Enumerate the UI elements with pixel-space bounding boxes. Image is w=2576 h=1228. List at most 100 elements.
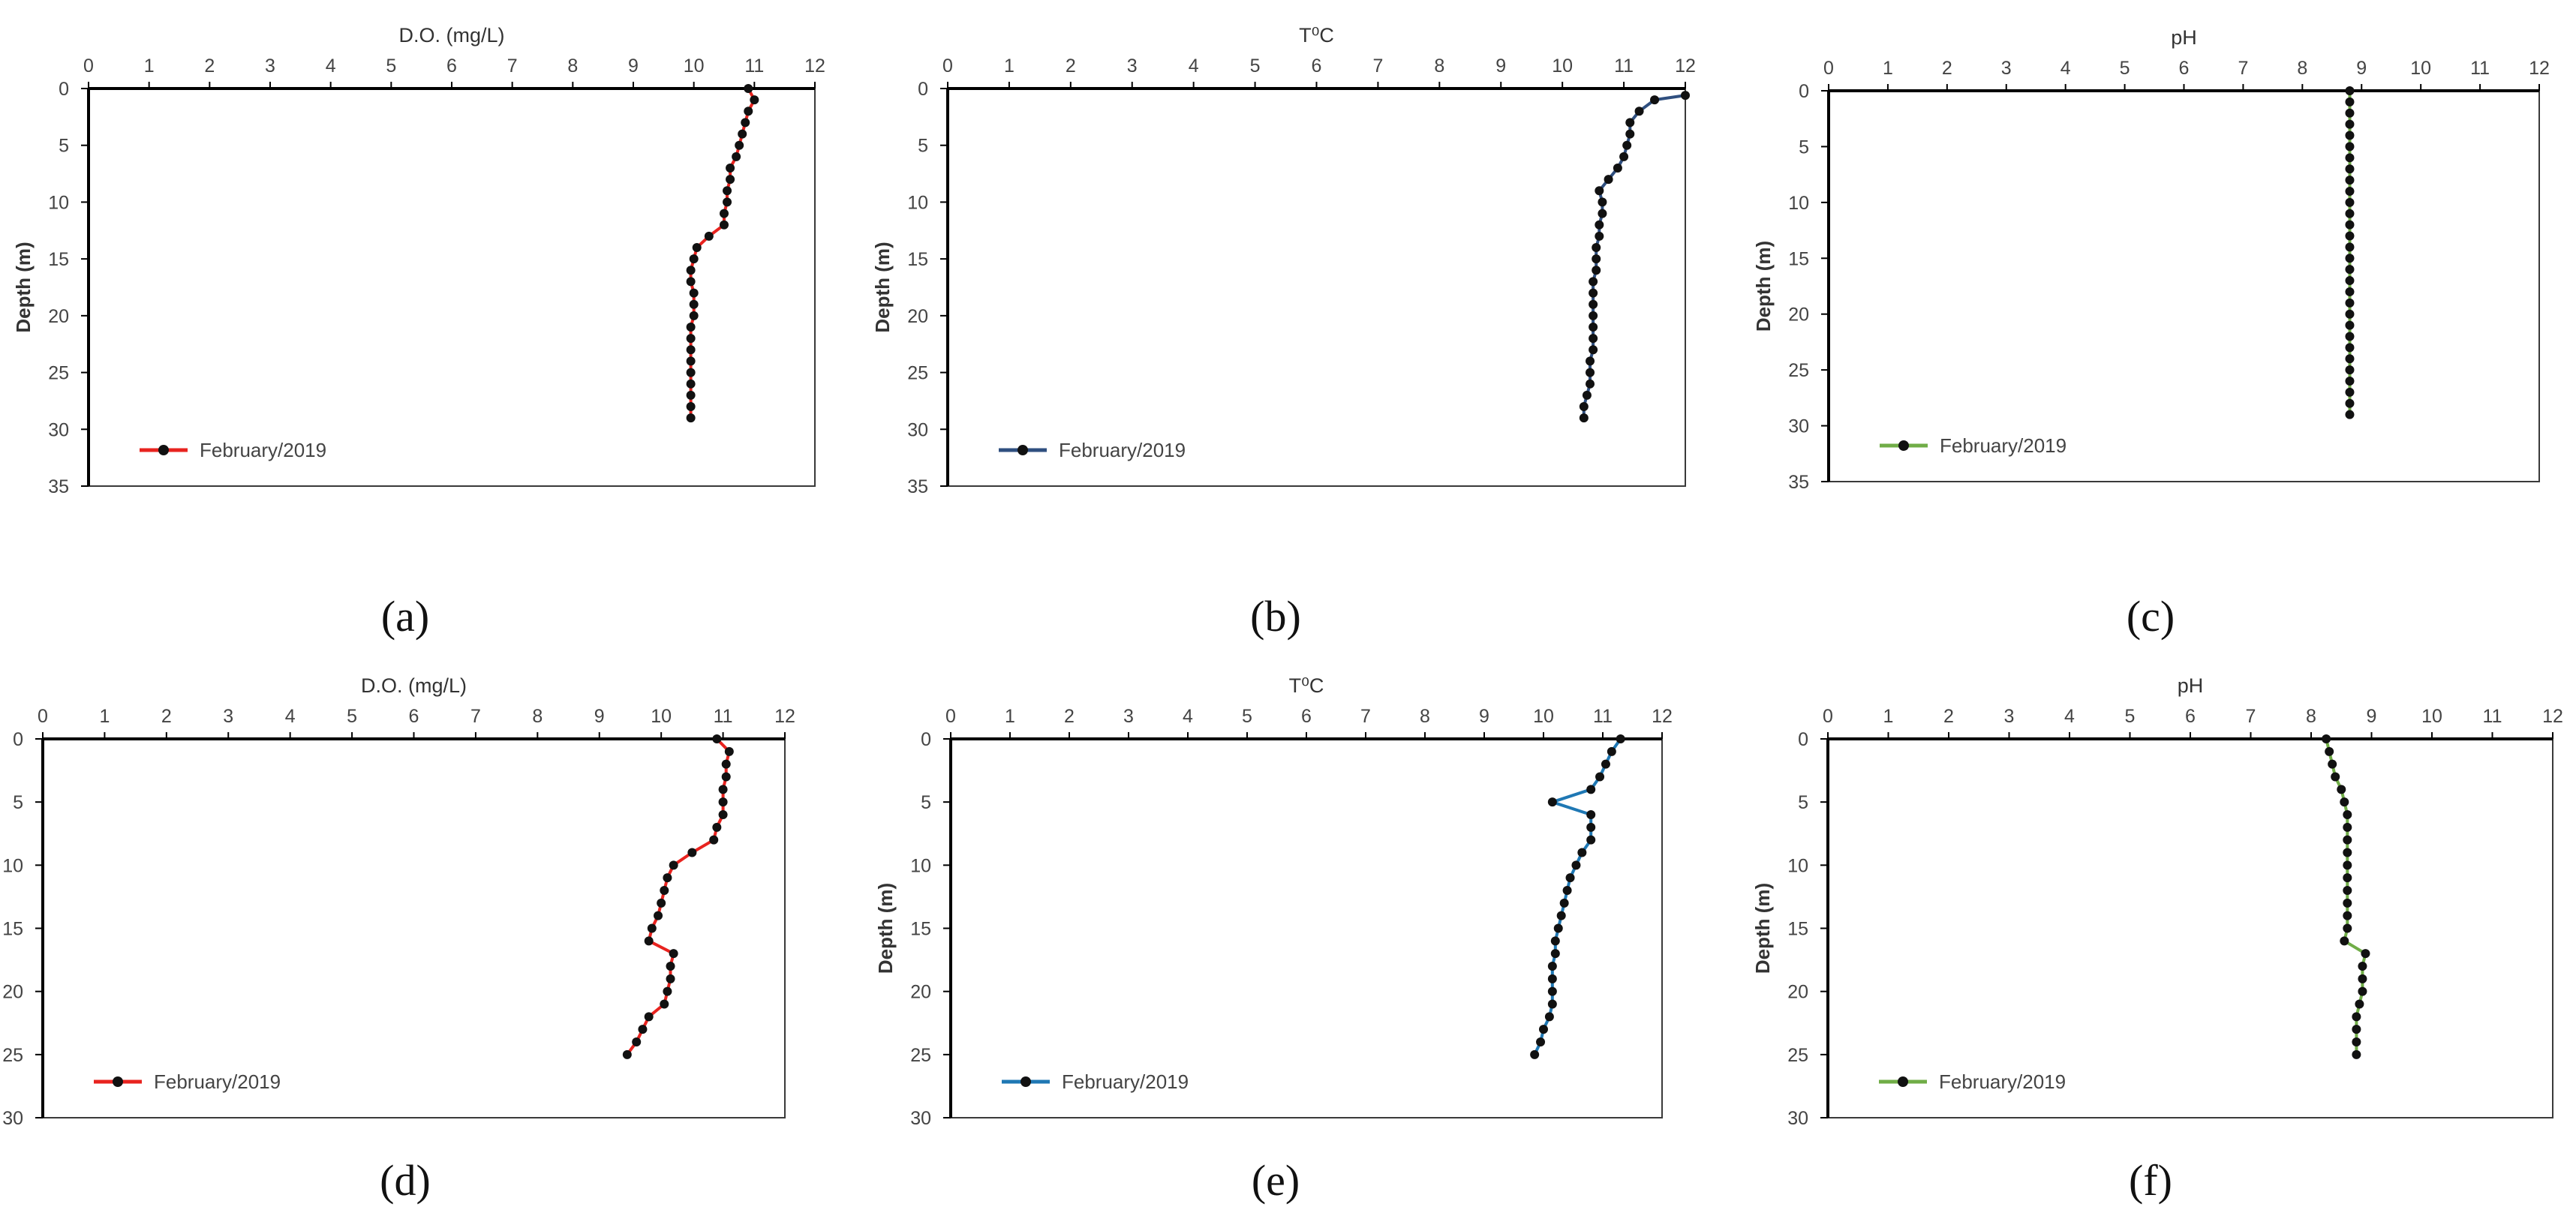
y-tick-label: 10 <box>2 855 23 876</box>
data-point <box>1598 197 1607 207</box>
data-point <box>669 949 678 959</box>
data-point <box>1589 311 1598 320</box>
legend-label: February/2019 <box>1062 1070 1189 1093</box>
y-tick-label: 5 <box>921 792 931 813</box>
data-point <box>1550 936 1560 946</box>
data-point <box>2345 343 2355 353</box>
x-tick-label: 0 <box>1823 58 1834 79</box>
data-point <box>2340 797 2349 807</box>
x-tick-label: 3 <box>2001 58 2012 79</box>
data-point <box>2343 835 2352 845</box>
data-point <box>2345 231 2355 241</box>
data-point <box>654 911 663 920</box>
data-point <box>2343 911 2352 920</box>
x-tick-label: 5 <box>1250 56 1261 77</box>
y-tick-label: 5 <box>918 136 928 157</box>
data-point <box>686 379 696 389</box>
y-axis-label: Depth (m) <box>1752 241 1775 332</box>
data-point <box>1539 1025 1548 1034</box>
y-axis-label: Depth (m) <box>12 242 35 332</box>
x-tick-label: 1 <box>1004 56 1014 77</box>
data-point <box>666 962 675 971</box>
x-tick-label: 7 <box>2238 58 2248 79</box>
x-tick-label: 6 <box>409 706 419 727</box>
x-tick-label: 5 <box>2125 706 2136 727</box>
y-tick-label: 10 <box>910 855 931 876</box>
x-tick-label: 8 <box>567 56 578 77</box>
x-tick-label: 7 <box>1372 56 1383 77</box>
x-tick-label: 1 <box>144 56 155 77</box>
legend-label: February/2019 <box>1940 434 2067 457</box>
x-tick-label: 4 <box>1189 56 1199 77</box>
data-point <box>741 118 750 128</box>
data-point <box>1547 999 1557 1009</box>
x-tick-label: 3 <box>1127 56 1138 77</box>
data-point <box>632 1037 642 1046</box>
x-tick-label: 11 <box>2470 58 2490 79</box>
data-point <box>1589 334 1598 344</box>
data-point <box>686 368 696 377</box>
x-tick-label: 6 <box>2179 58 2190 79</box>
data-point <box>1579 402 1589 411</box>
data-point <box>1613 164 1622 173</box>
x-tick-label: 5 <box>1242 706 1252 727</box>
data-point <box>2345 131 2355 140</box>
data-point <box>686 402 696 411</box>
y-tick-label: 10 <box>1788 193 1809 214</box>
legend-label: February/2019 <box>1059 439 1186 461</box>
x-tick-label: 8 <box>1434 56 1444 77</box>
y-tick-label: 0 <box>918 79 928 100</box>
data-point <box>1625 129 1635 139</box>
data-point <box>2345 153 2355 163</box>
x-tick-label: 8 <box>1420 706 1430 727</box>
data-point <box>2345 176 2355 185</box>
data-point <box>720 209 729 218</box>
plot-frame <box>947 88 1686 487</box>
data-point <box>2343 810 2352 819</box>
chart-title: D.O. (mg/L) <box>361 674 467 697</box>
data-point <box>1562 886 1572 895</box>
panel-caption-a: (a) <box>380 592 430 641</box>
y-tick-label: 15 <box>48 249 69 270</box>
data-point <box>666 974 675 983</box>
chart-title: T⁰C <box>1299 24 1334 47</box>
x-tick-label: 7 <box>470 706 481 727</box>
x-tick-label: 12 <box>804 56 825 77</box>
data-point <box>1536 1037 1546 1046</box>
data-point <box>1595 231 1604 241</box>
data-point <box>720 220 729 230</box>
data-point <box>2343 886 2352 895</box>
x-tick-label: 4 <box>2060 58 2071 79</box>
x-tick-label: 10 <box>2410 58 2431 79</box>
data-point <box>1650 95 1660 105</box>
x-tick-label: 6 <box>1301 706 1312 727</box>
data-point <box>2322 734 2331 743</box>
y-tick-label: 25 <box>1787 1045 1808 1066</box>
data-point <box>2337 785 2346 794</box>
y-tick-label: 5 <box>1799 137 1809 158</box>
x-tick-label: 0 <box>1823 706 1833 727</box>
data-point <box>1582 390 1592 400</box>
x-tick-label: 11 <box>1593 706 1613 727</box>
data-point <box>1586 785 1596 794</box>
data-point <box>709 835 719 845</box>
x-tick-label: 11 <box>1614 56 1634 77</box>
data-point <box>1547 797 1557 807</box>
x-tick-label: 8 <box>532 706 543 727</box>
data-point <box>738 129 747 139</box>
y-axis-label: Depth (m) <box>1751 883 1774 974</box>
data-point <box>689 288 699 298</box>
x-tick-label: 7 <box>2246 706 2256 727</box>
y-tick-label: 20 <box>48 306 69 327</box>
data-point <box>2345 197 2355 207</box>
data-point <box>750 95 759 105</box>
data-point <box>1634 107 1644 116</box>
x-tick-label: 10 <box>2421 706 2442 727</box>
data-point <box>2345 398 2355 408</box>
data-point <box>686 277 696 287</box>
data-point <box>2345 265 2355 275</box>
data-point <box>1589 345 1598 355</box>
y-tick-label: 25 <box>1788 360 1809 381</box>
x-tick-label: 2 <box>1943 706 1954 727</box>
series-line <box>1533 737 1622 1055</box>
